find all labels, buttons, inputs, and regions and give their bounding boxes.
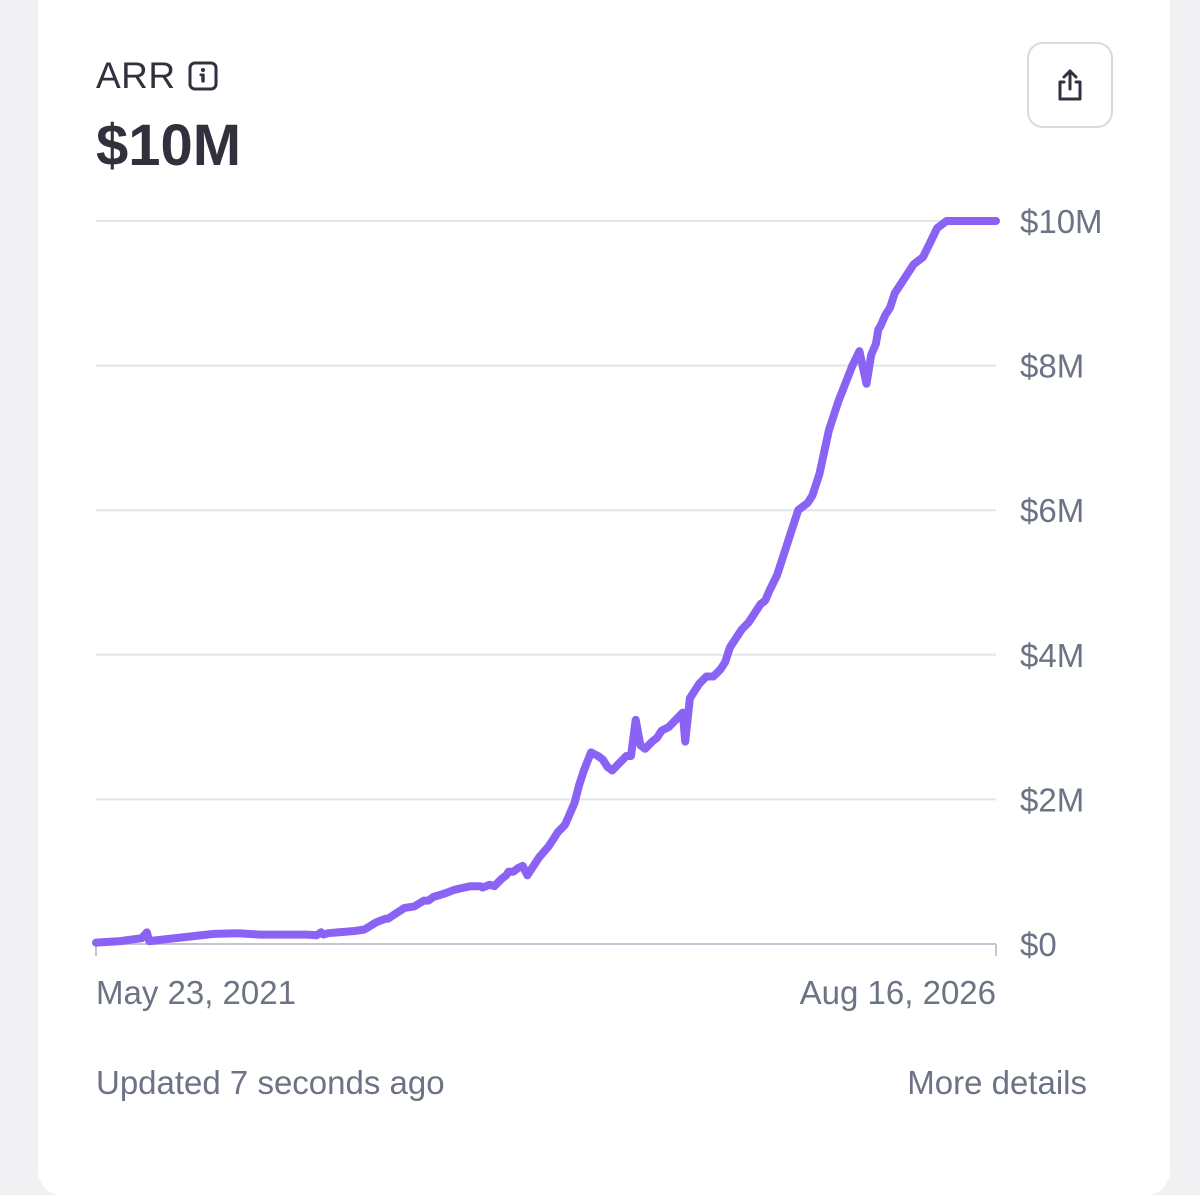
arr-card bbox=[38, 0, 1170, 1195]
arr-value: $10M bbox=[96, 113, 242, 178]
y-tick-label: $10M bbox=[1020, 203, 1103, 240]
y-tick-label: $0 bbox=[1020, 926, 1057, 963]
more-details-link[interactable]: More details bbox=[907, 1064, 1087, 1101]
y-tick-label: $4M bbox=[1020, 637, 1084, 674]
series-line-0 bbox=[92, 217, 1000, 947]
share-icon bbox=[1058, 69, 1082, 101]
x-tick-label-end: Aug 16, 2026 bbox=[800, 974, 996, 1011]
share-button[interactable] bbox=[1027, 42, 1113, 128]
title-row: ARR bbox=[96, 54, 218, 98]
y-tick-label: $2M bbox=[1020, 781, 1084, 818]
x-tick-label-start: May 23, 2021 bbox=[96, 974, 296, 1011]
info-icon[interactable] bbox=[188, 61, 218, 91]
y-tick-label: $8M bbox=[1020, 348, 1084, 385]
card-title: ARR bbox=[96, 55, 176, 96]
updated-text: Updated 7 seconds ago bbox=[96, 1064, 445, 1101]
y-tick-label: $6M bbox=[1020, 492, 1084, 529]
